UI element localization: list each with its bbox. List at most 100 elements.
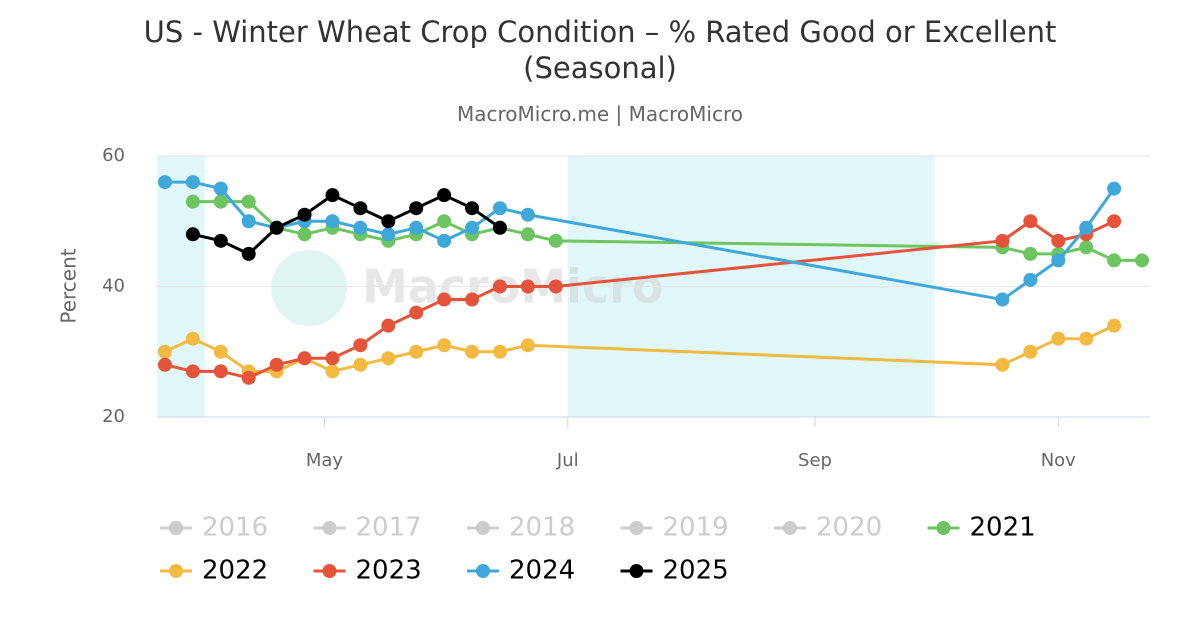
legend-item[interactable]: 2018 bbox=[467, 513, 575, 543]
legend-label: 2024 bbox=[509, 556, 575, 586]
x-tick-label: Sep bbox=[798, 450, 832, 471]
x-tick-label: May bbox=[306, 450, 344, 471]
data-point bbox=[185, 194, 200, 209]
legend-item[interactable]: 2025 bbox=[620, 556, 729, 586]
data-point bbox=[381, 318, 396, 333]
x-tick-label: Jul bbox=[556, 450, 579, 471]
data-point bbox=[465, 201, 480, 216]
data-point bbox=[1051, 253, 1066, 268]
data-point bbox=[520, 207, 535, 222]
watermark-logo bbox=[271, 250, 347, 326]
data-point bbox=[1107, 181, 1122, 196]
data-point bbox=[269, 357, 284, 372]
y-tick-label: 20 bbox=[102, 406, 125, 427]
legend-marker bbox=[936, 521, 951, 535]
legend-item[interactable]: 2016 bbox=[160, 513, 268, 543]
legend-marker bbox=[629, 521, 644, 535]
legend-marker bbox=[476, 521, 490, 535]
data-point bbox=[241, 214, 256, 229]
data-point bbox=[325, 188, 340, 203]
x-tick-label: Nov bbox=[1041, 450, 1076, 471]
legend-marker bbox=[169, 521, 183, 535]
legend-label: 2022 bbox=[202, 556, 268, 586]
data-point bbox=[1107, 318, 1122, 333]
series bbox=[185, 188, 507, 261]
legend-item[interactable]: 2020 bbox=[774, 513, 882, 543]
data-point bbox=[381, 351, 396, 366]
legend-label: 2018 bbox=[509, 513, 575, 543]
legend-label: 2017 bbox=[356, 513, 422, 543]
data-point bbox=[1107, 214, 1122, 229]
legend-marker bbox=[783, 521, 797, 535]
legend-marker bbox=[322, 564, 337, 578]
data-point bbox=[437, 292, 452, 307]
data-point bbox=[297, 351, 312, 366]
data-point bbox=[353, 338, 368, 353]
data-point bbox=[325, 364, 340, 379]
data-point bbox=[213, 344, 228, 359]
legend-marker bbox=[322, 521, 337, 535]
data-point bbox=[465, 220, 480, 235]
data-point bbox=[1023, 214, 1038, 229]
data-point bbox=[520, 338, 535, 353]
data-point bbox=[157, 357, 172, 372]
legend-label: 2020 bbox=[816, 513, 882, 543]
legend-label: 2025 bbox=[663, 556, 729, 586]
data-point bbox=[213, 181, 228, 196]
legend-marker bbox=[476, 564, 490, 578]
data-point bbox=[241, 194, 256, 209]
data-point bbox=[492, 279, 507, 294]
legend-marker bbox=[169, 564, 183, 578]
legend-label: 2019 bbox=[663, 513, 729, 543]
data-point bbox=[1135, 253, 1150, 268]
data-point bbox=[520, 279, 535, 294]
data-point bbox=[1079, 220, 1094, 235]
y-tick-label: 60 bbox=[102, 145, 125, 166]
data-point bbox=[325, 214, 340, 229]
legend-item[interactable]: 2023 bbox=[313, 556, 422, 586]
data-point bbox=[157, 175, 172, 190]
chart-title: US - Winter Wheat Crop Condition – % Rat… bbox=[143, 15, 1057, 85]
data-point bbox=[409, 201, 424, 216]
data-point bbox=[437, 214, 452, 229]
data-point bbox=[465, 292, 480, 307]
data-point bbox=[325, 351, 340, 366]
data-point bbox=[353, 220, 368, 235]
legend-marker bbox=[629, 564, 644, 578]
data-point bbox=[548, 279, 563, 294]
data-point bbox=[381, 227, 396, 242]
data-point bbox=[297, 207, 312, 222]
data-point bbox=[1079, 331, 1094, 346]
data-point bbox=[409, 220, 424, 235]
data-point bbox=[465, 344, 480, 359]
data-point bbox=[241, 246, 256, 261]
legend-item[interactable]: 2019 bbox=[620, 513, 729, 543]
data-point bbox=[185, 331, 200, 346]
data-point bbox=[269, 220, 284, 235]
data-point bbox=[185, 364, 200, 379]
data-point bbox=[1023, 344, 1038, 359]
legend-item[interactable]: 2017 bbox=[313, 513, 422, 543]
data-point bbox=[409, 344, 424, 359]
data-point bbox=[520, 227, 535, 242]
legend-label: 2016 bbox=[202, 513, 268, 543]
data-point bbox=[492, 220, 507, 235]
data-point bbox=[548, 233, 563, 248]
y-axis-label: Percent bbox=[57, 248, 81, 323]
data-point bbox=[1051, 331, 1066, 346]
data-point bbox=[437, 233, 452, 248]
legend-label: 2021 bbox=[970, 513, 1036, 543]
data-point bbox=[995, 292, 1010, 307]
data-point bbox=[353, 201, 368, 216]
data-point bbox=[213, 194, 228, 209]
data-point bbox=[185, 227, 200, 242]
chart-subtitle: MacroMicro.me | MacroMicro bbox=[457, 102, 743, 126]
data-point bbox=[185, 175, 200, 190]
data-point bbox=[241, 370, 256, 385]
legend-item[interactable]: 2021 bbox=[927, 513, 1036, 543]
legend-item[interactable]: 2022 bbox=[160, 556, 268, 586]
legend-item[interactable]: 2024 bbox=[467, 556, 575, 586]
y-tick-label: 40 bbox=[102, 276, 125, 297]
